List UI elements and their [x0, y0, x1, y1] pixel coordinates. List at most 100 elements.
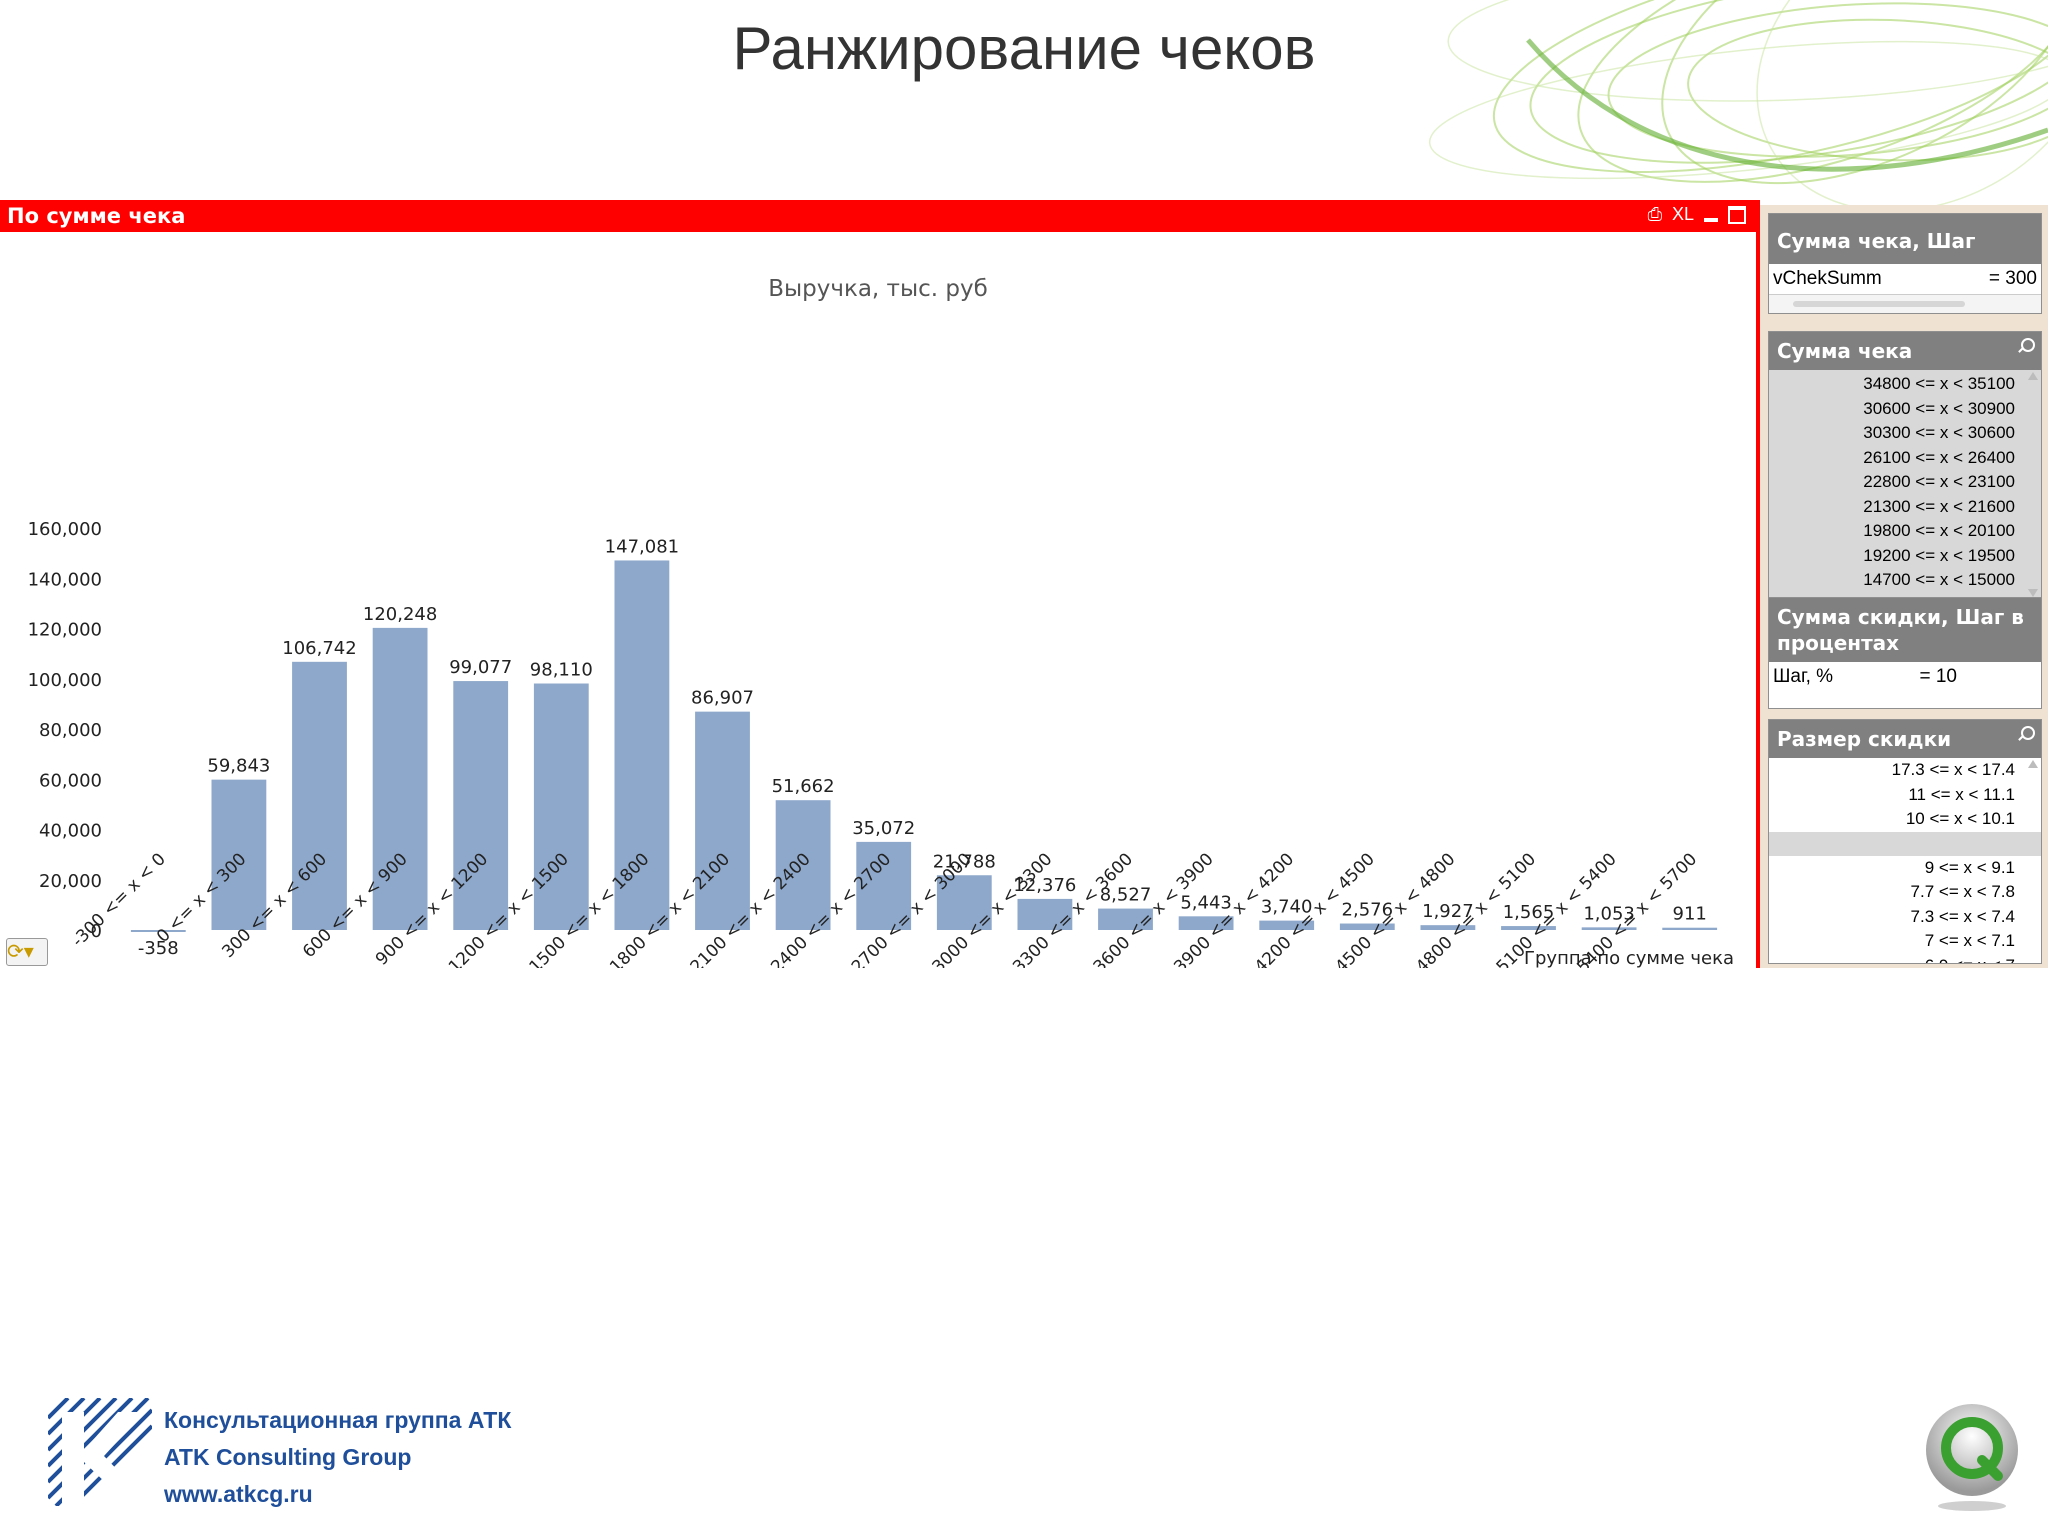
y-tick-label: 20,000	[39, 871, 102, 892]
maximize-icon[interactable]	[1728, 205, 1746, 224]
discount-step-input[interactable]: Шаг, % = 10	[1769, 662, 2041, 692]
discount-box-caption-text: Размер скидки	[1777, 727, 1952, 751]
bar-value-label: 98,110	[530, 659, 593, 680]
discount-box: Размер скидки 17.3 <= x < 17.4 11 <= x < …	[1768, 719, 2042, 964]
bar-value-label: 1,565	[1503, 902, 1555, 923]
chart-bar[interactable]	[1178, 916, 1234, 930]
discount-step-var-name: Шаг, %	[1773, 666, 1834, 687]
slider-thumb[interactable]	[1793, 301, 1965, 307]
chart-bar[interactable]	[1581, 927, 1637, 930]
step-box: Сумма чека, Шаг vChekSumm = 300	[1768, 213, 2042, 314]
cycle-chart-button[interactable]: ⟳▾	[6, 938, 48, 966]
chart-bar[interactable]	[1420, 925, 1476, 930]
xl-export-icon[interactable]: XL	[1671, 204, 1694, 224]
discount-list-item[interactable]: 10 <= x < 10.1	[1769, 807, 2041, 832]
discount-list-item[interactable]: 11 <= x < 11.1	[1769, 782, 2041, 807]
y-tick-label: 0	[91, 921, 102, 942]
step-box-caption: Сумма чека, Шаг	[1769, 214, 2041, 264]
bar-value-label: 120,248	[363, 604, 437, 625]
chek-step-slider[interactable]	[1769, 295, 2041, 313]
chart-bar[interactable]	[856, 841, 912, 930]
discount-step-var-value: = 10	[1919, 666, 1957, 687]
x-axis-title: Группа по сумме чека	[1524, 948, 1734, 968]
y-tick-label: 160,000	[28, 519, 102, 540]
chart-bar[interactable]	[130, 930, 186, 932]
bar-chart: Выручка, тыс. руб Группа по сумме чека 1…	[28, 276, 1734, 968]
discount-list-item[interactable]: 7.3 <= x < 7.4	[1769, 904, 2041, 929]
chart-bar[interactable]	[292, 661, 347, 930]
company-name-ru: Консультационная группа АТК	[164, 1407, 512, 1433]
sum-list-item[interactable]: 34800 <= x < 35100	[1863, 374, 2015, 393]
chart-bar[interactable]	[1501, 926, 1556, 930]
chart-bar[interactable]	[453, 681, 509, 930]
cycle-icon: ⟳	[7, 941, 24, 963]
company-name-en: ATK Consulting Group	[164, 1444, 412, 1470]
sum-box-caption-text: Сумма чека	[1777, 339, 1913, 363]
sum-list-item[interactable]: 26100 <= x < 26400	[1863, 447, 2015, 467]
company-website[interactable]: www.atkcg.ru	[164, 1481, 313, 1507]
chart-bar[interactable]	[1662, 927, 1718, 930]
bar-value-label: 35,072	[852, 818, 915, 839]
chart-bar[interactable]	[1017, 898, 1073, 930]
chek-step-input[interactable]: vChekSumm = 300	[1769, 264, 2041, 295]
bar-value-label: 51,662	[772, 776, 835, 797]
bar-value-label: 12,376	[1013, 875, 1076, 896]
bar-value-label: 8,527	[1100, 885, 1152, 906]
search-icon[interactable]	[2021, 338, 2035, 352]
search-icon[interactable]	[2021, 726, 2035, 740]
sum-list-item[interactable]: 14700 <= x < 15000	[1863, 570, 2015, 589]
scrollbar[interactable]	[2027, 372, 2039, 597]
chart-panel-title: По сумме чека	[7, 204, 186, 228]
chart-title: Выручка, тыс. руб	[768, 276, 988, 302]
chart-bar[interactable]	[1098, 908, 1153, 930]
bar-value-label: 1,927	[1422, 901, 1474, 922]
sum-box: Сумма чека 34800 <= x < 35100 30600 <= x …	[1768, 331, 2042, 600]
discount-list[interactable]: 17.3 <= x < 17.4 11 <= x < 11.1 10 <= x < …	[1769, 758, 2041, 963]
chart-bar[interactable]	[211, 779, 267, 930]
sum-list-item[interactable]: 21300 <= x < 21600	[1863, 496, 2015, 516]
chart-bar[interactable]	[614, 560, 670, 930]
bar-value-label: 3,740	[1261, 897, 1313, 918]
print-icon[interactable]: ⎙	[1647, 204, 1662, 224]
bar-value-label: 21,788	[933, 851, 996, 872]
chart-bar[interactable]	[372, 627, 428, 930]
panel-border	[1756, 200, 1760, 968]
bar-value-label: -358	[138, 938, 179, 959]
chart-bar[interactable]	[533, 683, 589, 930]
discount-list-item[interactable]: 17.3 <= x < 17.4	[1769, 758, 2041, 783]
discount-list-item[interactable]: 7.7 <= x < 7.8	[1769, 880, 2041, 905]
chart-bar[interactable]	[1339, 923, 1395, 930]
discount-step-box: Сумма скидки, Шаг в процентах Шаг, % = 1…	[1768, 597, 2042, 709]
sidebar: Сумма чека, Шаг vChekSumm = 300 Сумма че…	[1760, 205, 2048, 968]
sum-box-caption: Сумма чека	[1769, 332, 2041, 370]
x-tick-label: -300 <= x < 0	[68, 849, 170, 951]
discount-list-item[interactable]: 7 <= x < 7.1	[1769, 929, 2041, 954]
chart-bar[interactable]	[775, 800, 831, 930]
discount-list-item[interactable]: 9 <= x < 9.1	[1769, 855, 2041, 880]
sum-list[interactable]: 34800 <= x < 35100 30600 <= x < 30900 3030…	[1769, 370, 2041, 599]
sum-list-item[interactable]: 30600 <= x < 30900	[1863, 398, 2015, 418]
sum-list-item[interactable]: 19200 <= x < 19500	[1863, 545, 2015, 565]
bar-value-label: 1,053	[1583, 903, 1635, 924]
sum-list-item[interactable]: 22800 <= x < 23100	[1863, 472, 2015, 491]
slide-title: Ранжирование чеков	[732, 15, 1316, 82]
chek-step-var-name: vChekSumm	[1773, 268, 1882, 289]
bar-value-label: 2,576	[1342, 900, 1394, 921]
y-tick-label: 120,000	[28, 620, 102, 641]
chek-step-var-value: = 300	[1988, 268, 2037, 289]
decorative-swirl	[1428, 0, 2048, 205]
chart-bar[interactable]	[695, 711, 750, 930]
minimize-icon[interactable]	[1704, 217, 1718, 222]
chart-bar[interactable]	[936, 875, 992, 930]
bar-value-label: 59,843	[207, 756, 270, 777]
chart-panel-header[interactable]: По сумме чека ⎙ XL	[0, 200, 1760, 232]
sum-list-item[interactable]: 30300 <= x < 30600	[1863, 423, 2015, 442]
discount-list-item[interactable]: 6.9 <= x < 7	[1769, 953, 2041, 963]
chart-bar[interactable]	[1259, 920, 1315, 930]
qlikview-logo	[1926, 1404, 2018, 1511]
y-tick-label: 100,000	[28, 670, 102, 691]
sum-list-item[interactable]: 19800 <= x < 20100	[1863, 521, 2015, 540]
scrollbar[interactable]	[2027, 760, 2039, 963]
bar-value-label: 106,742	[282, 638, 356, 659]
y-tick-label: 80,000	[39, 720, 102, 741]
